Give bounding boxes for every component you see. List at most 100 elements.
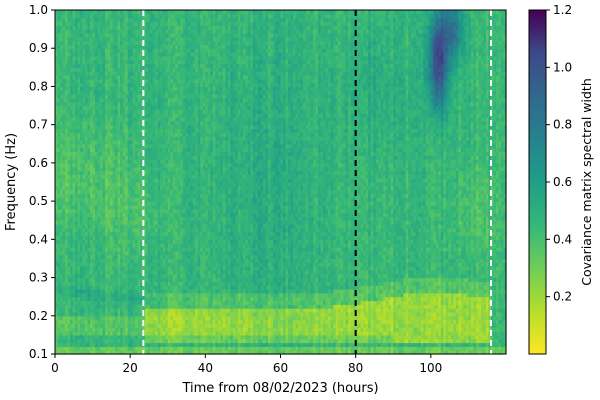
heatmap-cell [130,97,134,103]
heatmap-cell [77,109,81,114]
heatmap-cell [77,113,81,118]
heatmap-cell [92,59,96,65]
heatmap-cell [75,201,79,206]
heatmap-cell [105,277,109,282]
heatmap-cell [80,239,84,244]
heatmap-cell [97,262,101,267]
heatmap-cell [127,151,131,156]
heatmap-cell [150,162,154,168]
heatmap-cell [152,120,156,126]
heatmap-cell [107,94,111,99]
heatmap-cell [145,327,149,332]
heatmap-cell [57,147,61,153]
heatmap-cell [137,132,141,137]
heatmap-cell [112,124,116,130]
heatmap-cell [132,212,136,217]
heatmap-cell [112,266,116,271]
heatmap-cell [65,36,69,42]
heatmap-cell [107,55,111,61]
heatmap-cell [137,97,141,103]
heatmap-cell [145,243,149,248]
heatmap-cell [85,216,89,221]
heatmap-cell [115,346,119,351]
heatmap-cell [62,40,66,45]
heatmap-cell [60,300,64,305]
heatmap-cell [102,159,106,164]
heatmap-cell [67,86,71,91]
heatmap-cell [95,204,99,210]
heatmap-cell [120,334,124,340]
heatmap-cell [152,334,156,340]
heatmap-cell [130,74,134,80]
heatmap-cell [95,346,99,351]
heatmap-cell [65,67,69,72]
heatmap-cell [77,32,81,38]
heatmap-cell [55,327,59,332]
heatmap-cell [55,166,59,172]
heatmap-cell [107,220,111,225]
heatmap-cell [110,239,114,244]
heatmap-cell [80,40,84,45]
heatmap-cell [120,346,124,351]
heatmap-cell [112,292,116,298]
heatmap-cell [112,193,116,198]
heatmap-cell [132,63,136,68]
heatmap-cell [72,319,76,325]
heatmap-cell [142,86,146,91]
heatmap-cell [112,304,116,309]
heatmap-cell [127,254,131,260]
heatmap-cell [102,120,106,126]
heatmap-cell [67,82,71,88]
heatmap-cell [60,235,64,240]
heatmap-cell [110,300,114,305]
heatmap-cell [120,143,124,149]
heatmap-cell [92,170,96,175]
heatmap-cell [67,250,71,256]
heatmap-cell [105,71,109,76]
heatmap-cell [55,300,59,305]
heatmap-cell [125,143,129,149]
heatmap-cell [77,308,81,313]
heatmap-cell [67,350,71,355]
heatmap-cell [70,308,74,313]
heatmap-cell [100,239,104,244]
heatmap-cell [90,48,94,53]
heatmap-cell [65,120,69,126]
heatmap-cell [102,281,106,286]
heatmap-cell [87,231,91,237]
heatmap-cell [85,74,89,80]
heatmap-cell [152,13,156,19]
heatmap-cell [117,36,121,42]
heatmap-cell [72,120,76,126]
heatmap-cell [135,17,139,23]
heatmap-cell [92,139,96,145]
heatmap-cell [62,227,66,233]
heatmap-cell [72,170,76,175]
heatmap-cell [155,266,159,271]
heatmap-cell [57,224,61,229]
heatmap-cell [112,296,116,302]
heatmap-cell [102,342,106,347]
heatmap-cell [90,273,94,279]
heatmap-cell [90,331,94,336]
heatmap-cell [85,224,89,229]
heatmap-cell [122,29,126,34]
heatmap-cell [60,331,64,336]
heatmap-cell [130,147,134,153]
heatmap-cell [75,315,79,321]
heatmap-cell [120,55,124,61]
heatmap-cell [82,32,86,38]
heatmap-cell [72,216,76,221]
heatmap-cell [70,304,74,309]
heatmap-cell [62,308,66,313]
heatmap-cell [135,124,139,130]
heatmap-cell [135,174,139,179]
heatmap-cell [122,136,126,141]
heatmap-cell [130,266,134,271]
heatmap-cell [145,82,149,88]
heatmap-cell [150,59,154,65]
heatmap-cell [122,155,126,160]
heatmap-cell [127,342,131,347]
heatmap-cell [97,182,101,187]
heatmap-cell [115,71,119,76]
